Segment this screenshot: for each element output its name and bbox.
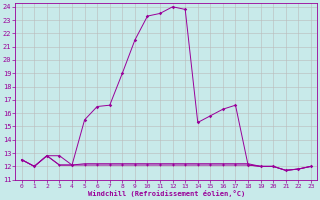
X-axis label: Windchill (Refroidissement éolien,°C): Windchill (Refroidissement éolien,°C) — [88, 190, 245, 197]
